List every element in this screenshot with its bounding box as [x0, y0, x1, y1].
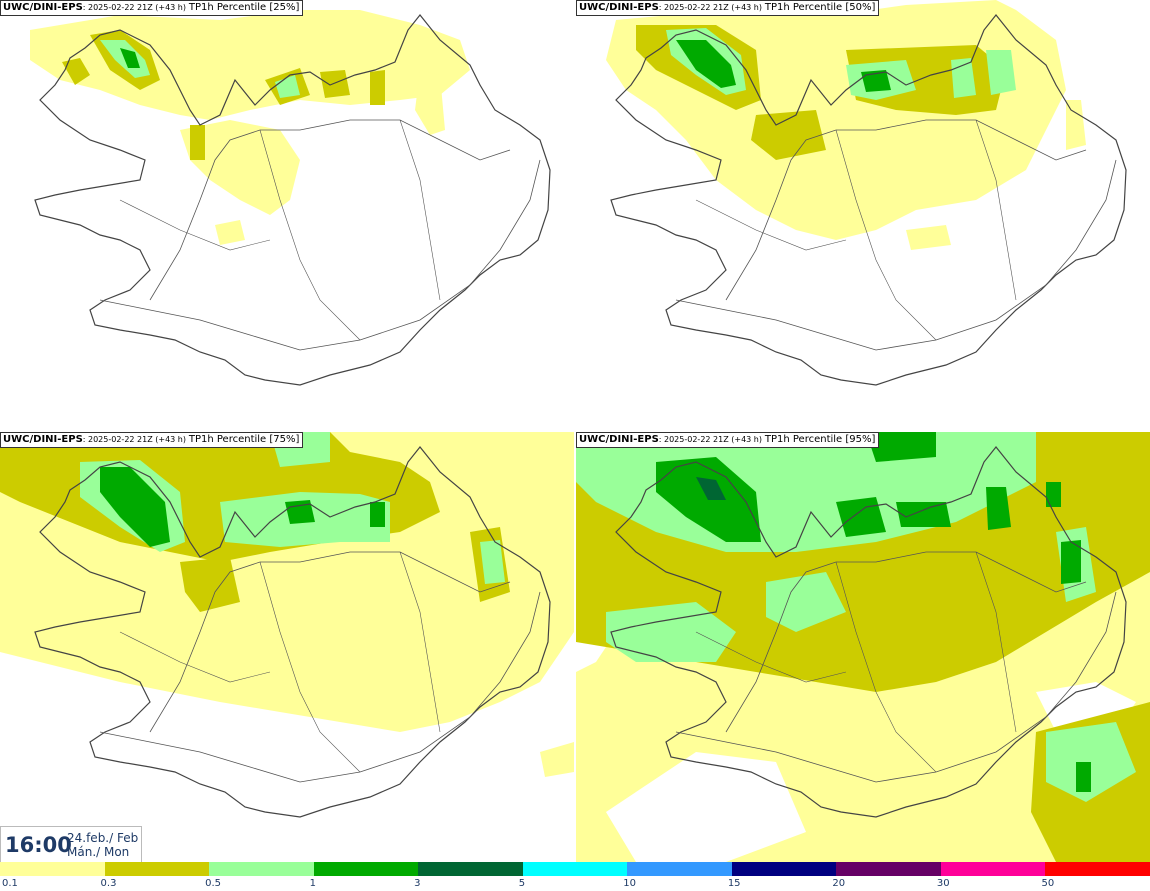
panel-title-95: UWC/DINI-EPS: 2025-02-22 21Z (+43 h) TP1… [576, 432, 880, 448]
legend-swatch [209, 862, 314, 876]
legend-tick-label: 20 [832, 878, 846, 889]
valid-time: 16:00 [5, 833, 72, 857]
color-legend: 0.1 0.3 0.5 1 3 5 10 15 20 30 50 [0, 862, 1150, 891]
valid-time-box: 16:00 24.feb./ Feb Mán./ Mon [0, 826, 142, 864]
legend-swatch [522, 862, 628, 876]
map-panel-75: UWC/DINI-EPS: 2025-02-22 21Z (+43 h) TP1… [0, 432, 574, 862]
legend-swatch [104, 862, 210, 876]
product-name: TP1h Percentile [75%] [188, 434, 300, 445]
legend-tick-label: 30 [936, 878, 950, 889]
valid-date-line2: Mán./ Mon [67, 845, 130, 859]
run-time: : 2025-02-22 21Z (+43 h) [658, 3, 762, 12]
model-name: UWC/DINI-EPS [579, 434, 659, 445]
panel-title-25: UWC/DINI-EPS: 2025-02-22 21Z (+43 h) TP1… [0, 0, 304, 16]
precip-map-95 [576, 432, 1150, 862]
valid-date-line1: 24.feb./ Feb [67, 831, 139, 845]
legend-swatch [627, 862, 732, 876]
legend-ticks: 0.1 0.3 0.5 1 3 5 10 15 20 30 50 [0, 876, 1150, 891]
precip-map-50 [606, 0, 1127, 386]
run-time: : 2025-02-22 21Z (+43 h) [658, 435, 762, 444]
legend-tick-label: 3 [414, 878, 421, 889]
legend-swatch [940, 862, 1046, 876]
run-time: : 2025-02-22 21Z (+43 h) [82, 3, 186, 12]
legend-tick-label: 0.5 [205, 878, 221, 889]
legend-swatch [0, 862, 105, 876]
legend-swatch [731, 862, 837, 876]
map-panel-25: UWC/DINI-EPS: 2025-02-22 21Z (+43 h) TP1… [0, 0, 574, 430]
legend-color-bar [0, 862, 1150, 876]
map-panel-95: UWC/DINI-EPS: 2025-02-22 21Z (+43 h) TP1… [576, 432, 1150, 862]
valid-date: 24.feb./ Feb Mán./ Mon [67, 831, 138, 859]
legend-swatch [313, 862, 419, 876]
model-name: UWC/DINI-EPS [579, 2, 659, 13]
legend-tick-label: 0.3 [100, 878, 117, 889]
precip-map-25 [30, 10, 551, 386]
legend-tick-label: 10 [623, 878, 636, 889]
product-name: TP1h Percentile [50%] [764, 2, 876, 13]
run-time: : 2025-02-22 21Z (+43 h) [82, 435, 186, 444]
model-name: UWC/DINI-EPS [3, 434, 83, 445]
panel-title-50: UWC/DINI-EPS: 2025-02-22 21Z (+43 h) TP1… [576, 0, 880, 16]
legend-tick-label: 0.1 [2, 878, 18, 889]
product-name: TP1h Percentile [25%] [188, 2, 300, 13]
legend-swatch [836, 862, 941, 876]
legend-tick-label: 5 [518, 878, 526, 889]
legend-swatch [1045, 862, 1150, 876]
legend-tick-label: 1 [309, 878, 316, 889]
product-name: TP1h Percentile [95%] [764, 434, 876, 445]
legend-tick-label: 50 [1041, 878, 1055, 889]
precip-map-75 [0, 432, 574, 818]
legend-swatch [418, 862, 523, 876]
panel-title-75: UWC/DINI-EPS: 2025-02-22 21Z (+43 h) TP1… [0, 432, 304, 448]
legend-tick-label: 15 [727, 878, 741, 889]
model-name: UWC/DINI-EPS [3, 2, 83, 13]
map-panel-50: UWC/DINI-EPS: 2025-02-22 21Z (+43 h) TP1… [576, 0, 1150, 430]
